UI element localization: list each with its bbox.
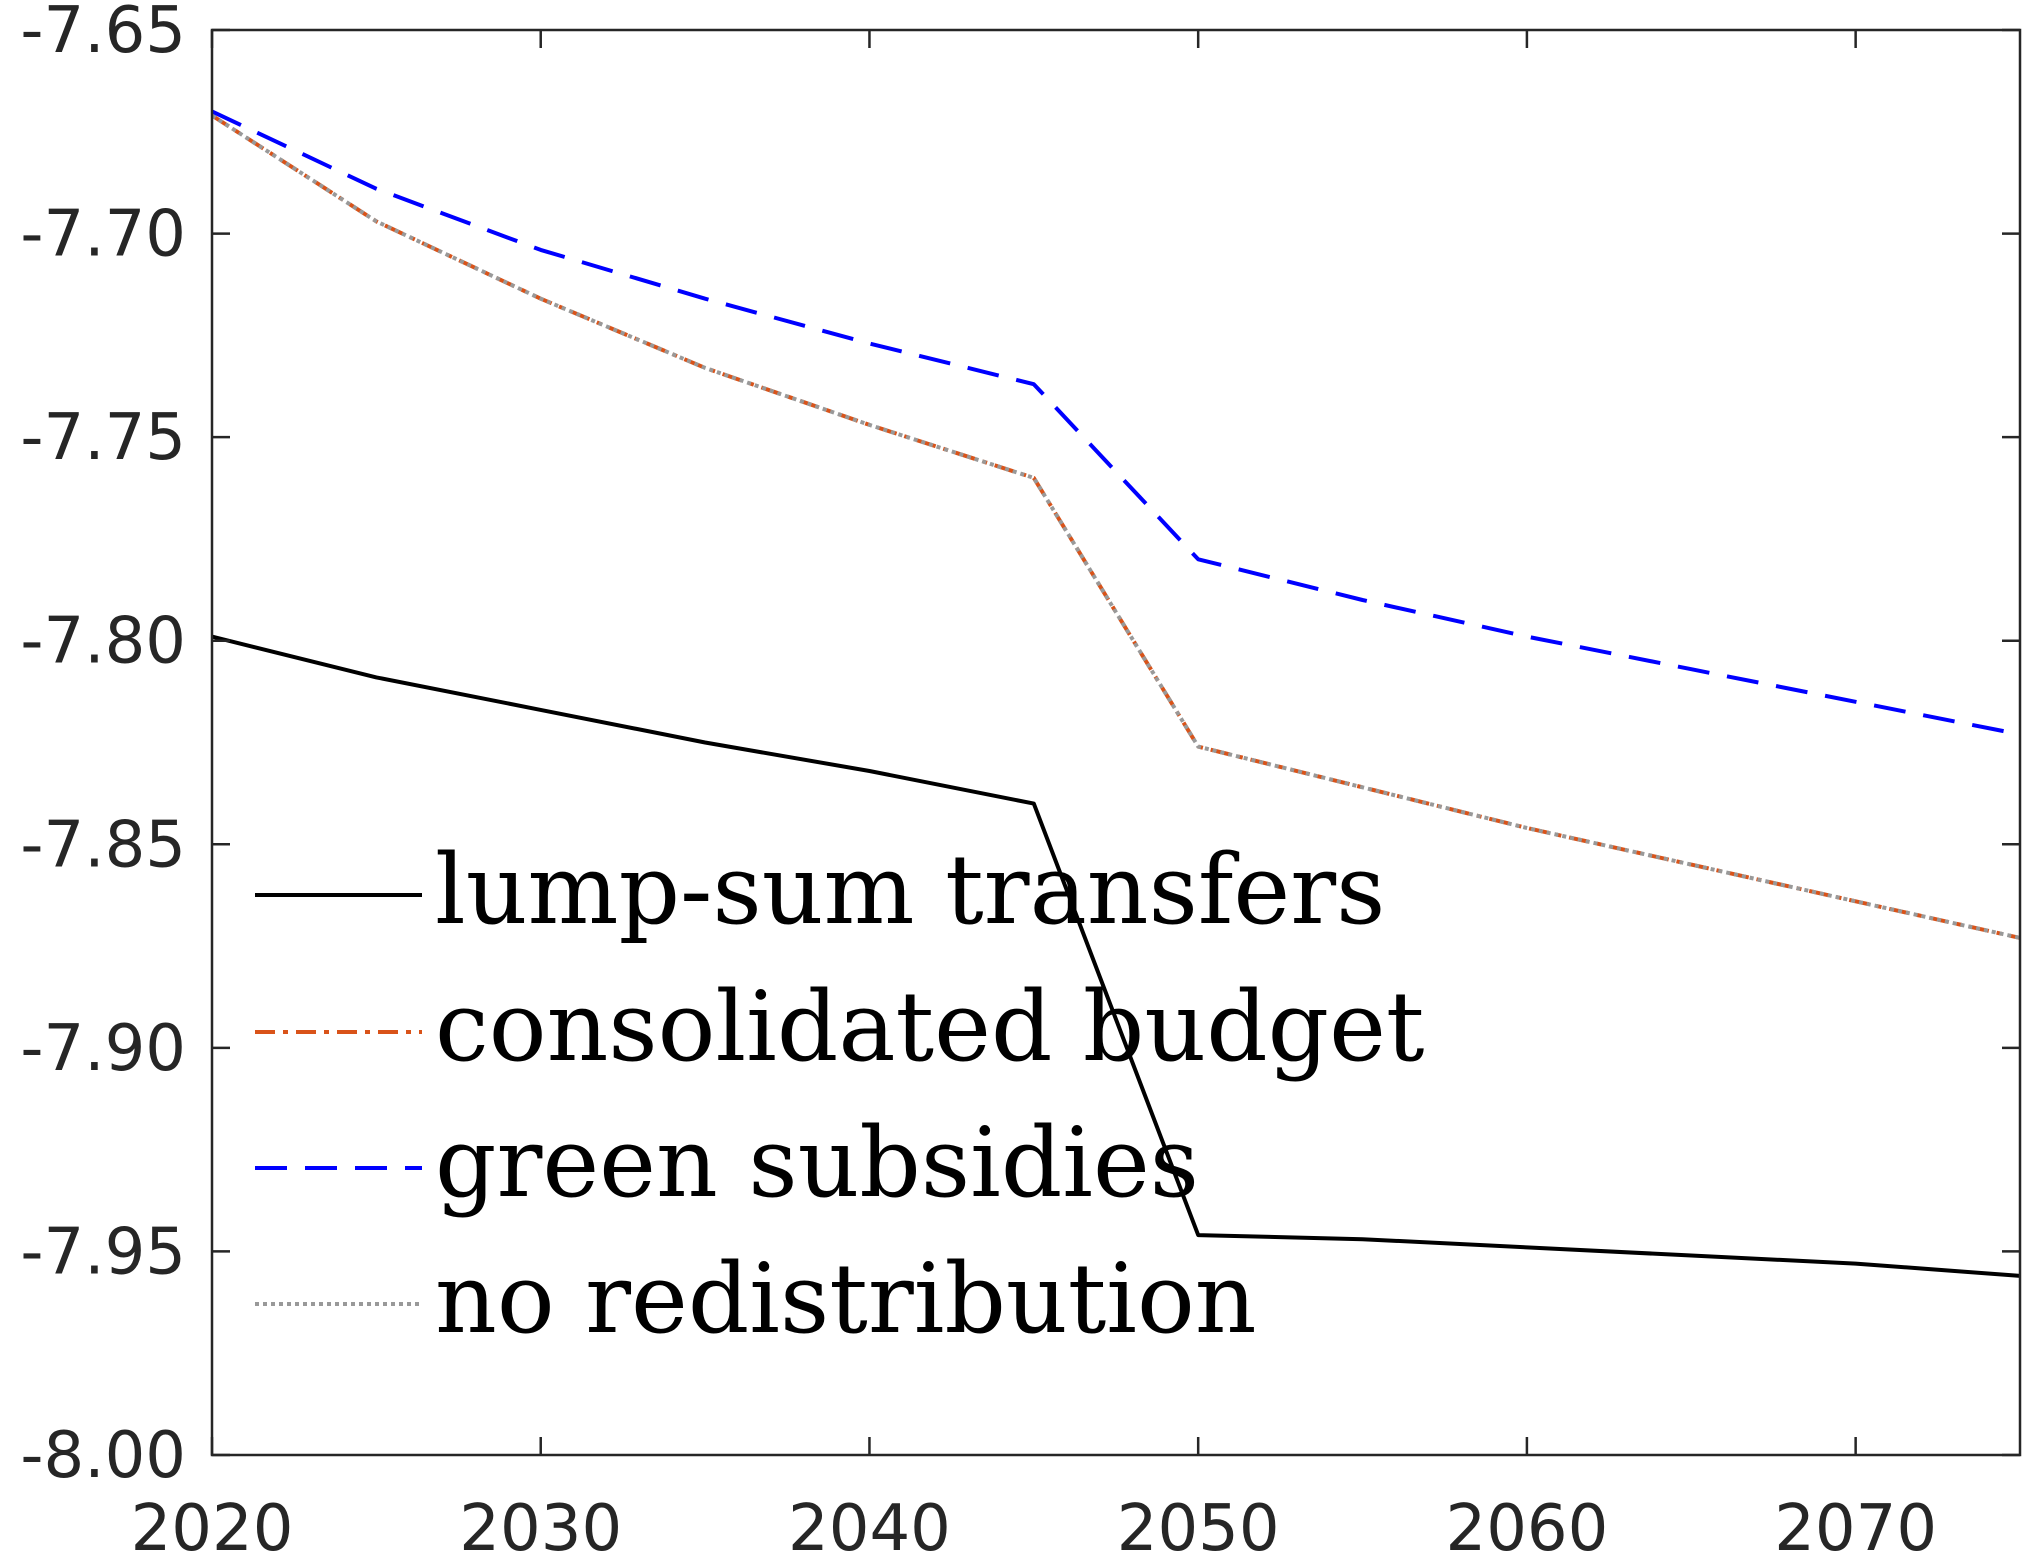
series-line-lump-sum-transfers [211, 634, 2021, 1278]
y-tick-label: -8.00 [20, 1419, 186, 1493]
legend-label: green subsidies [435, 1107, 1199, 1219]
x-tick-label: 2030 [459, 1492, 622, 1554]
x-tick-label: 2050 [1117, 1492, 1280, 1554]
axes-box [210, 28, 2022, 1457]
x-tick-label: 2020 [131, 1492, 294, 1554]
x-tick-label: 2060 [1445, 1492, 1608, 1554]
legend-label: lump-sum transfers [435, 834, 1385, 946]
y-tick-label: -7.70 [20, 198, 186, 272]
series-line-no-redistribution [210, 113, 2021, 940]
plot-area [212, 30, 2020, 1455]
y-tick-label: -7.95 [20, 1215, 186, 1289]
legend-label: consolidated budget [435, 971, 1424, 1083]
axes-layer: 2020 2030 2040 2050 2060 2070 -7.65 -7.70 -7.75 -… [20, 0, 2022, 1554]
series-layer [210, 109, 2021, 1278]
legend-label: no redistribution [435, 1243, 1257, 1355]
y-tick-label: -7.75 [20, 401, 186, 475]
x-tick-label: 2040 [788, 1492, 951, 1554]
y-tick-label: -7.90 [20, 1012, 186, 1086]
y-tick-label: -7.80 [20, 605, 186, 679]
y-tick-label: -7.85 [20, 808, 186, 882]
x-tick-label: 2070 [1774, 1492, 1937, 1554]
series-line-green-subsidies [211, 109, 2021, 737]
legend: lump-sum transfers consolidated budget gre… [255, 834, 1424, 1355]
y-tick-label: -7.65 [20, 0, 186, 68]
